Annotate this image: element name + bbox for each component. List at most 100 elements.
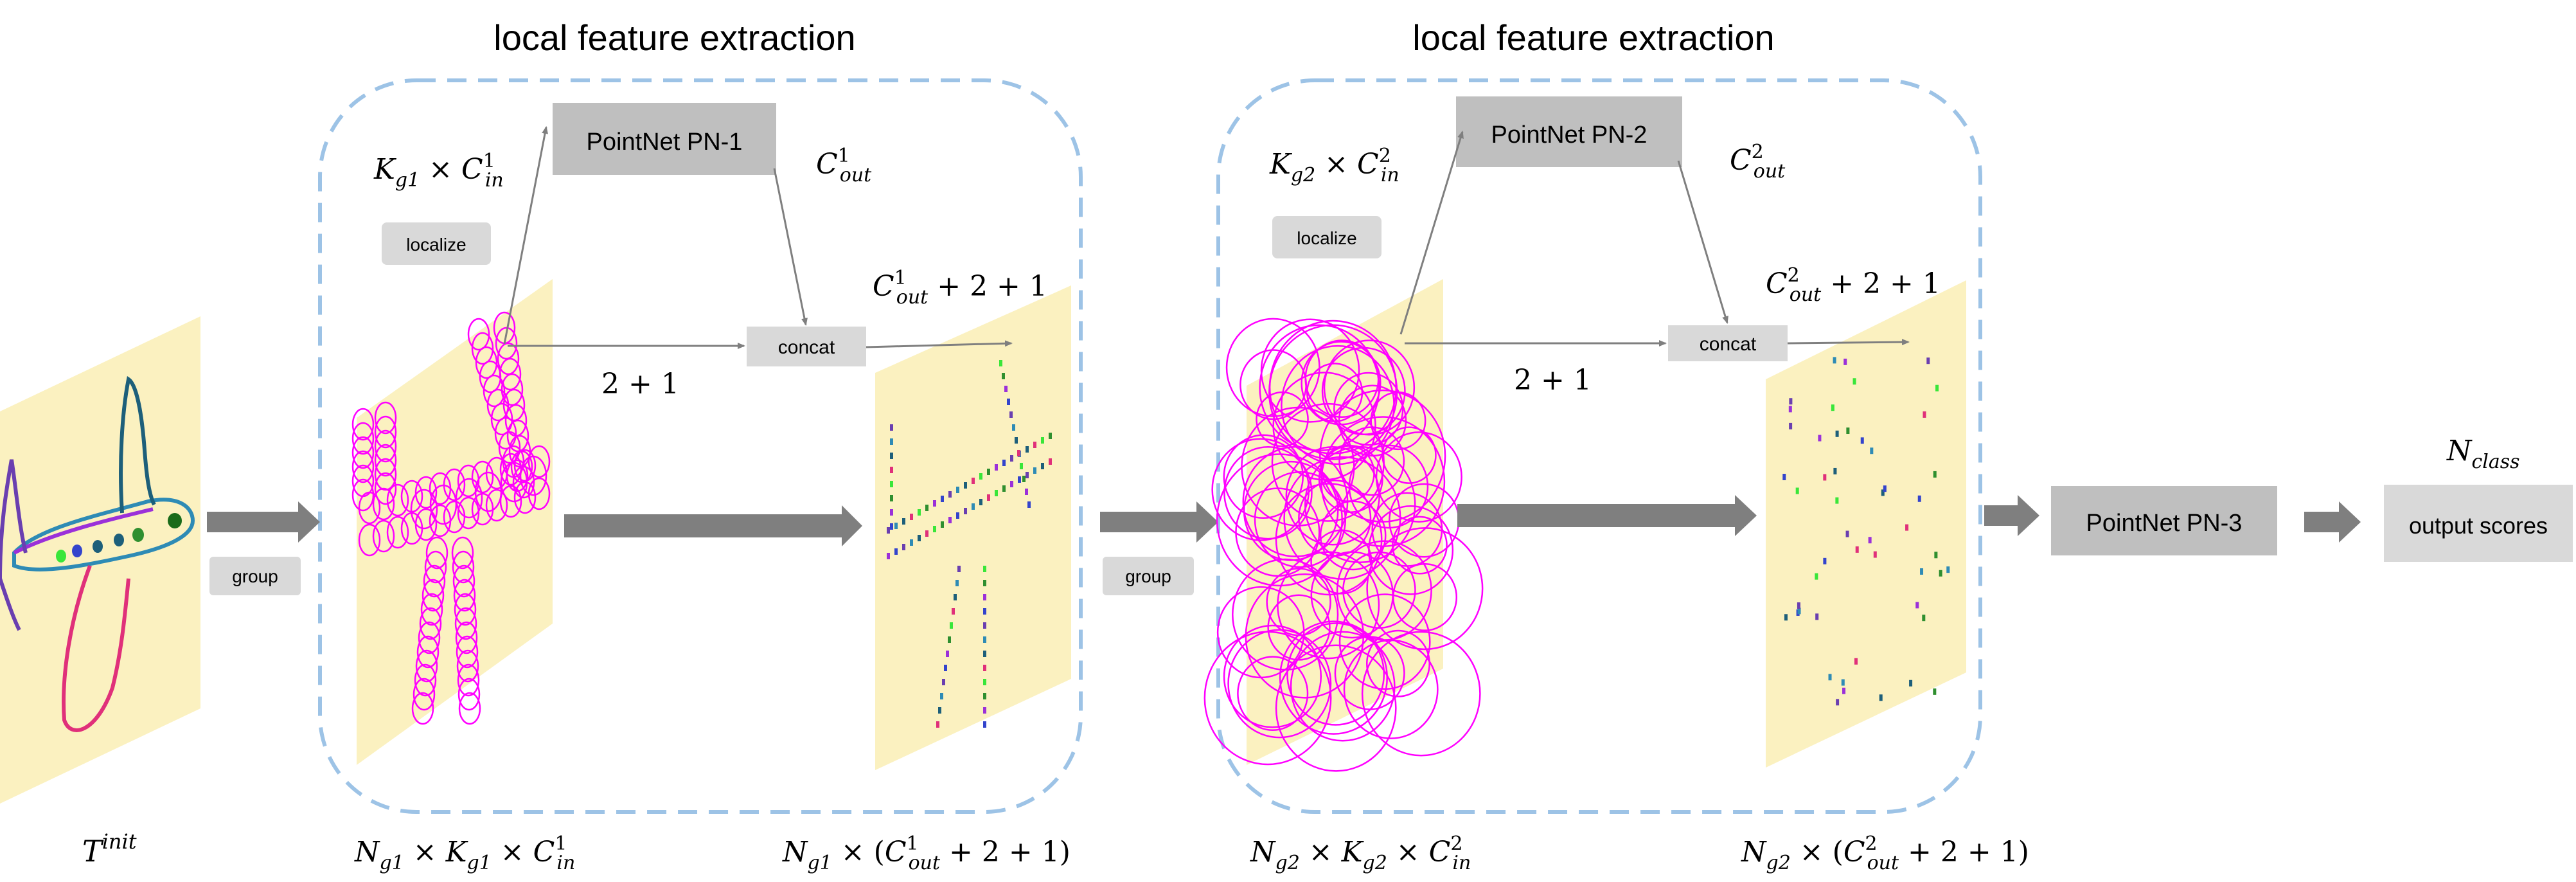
group-circle <box>386 483 409 517</box>
big-arrow-to-output <box>2304 501 2361 543</box>
feature-point <box>1831 404 1834 411</box>
module-2-dashed-border <box>1216 78 1982 814</box>
feature-point <box>942 679 945 685</box>
feature-point <box>1818 435 1822 442</box>
feature-point <box>1873 551 1877 558</box>
feature-point <box>983 580 986 586</box>
feature-point <box>1012 424 1015 431</box>
feature-point <box>1842 687 1846 694</box>
pointnet-pn1-box <box>553 103 776 175</box>
feature-point <box>1004 386 1008 392</box>
feature-point <box>964 482 967 489</box>
group-circle <box>457 678 481 711</box>
group-circle <box>497 342 520 375</box>
feature-point <box>983 594 986 600</box>
pointnet-pn3-box <box>2051 486 2277 555</box>
feature-point <box>1033 467 1036 474</box>
arrow-to-pn1 <box>503 126 549 345</box>
sketch-window <box>114 534 124 546</box>
group-circle <box>411 692 434 725</box>
group-circle <box>425 536 449 570</box>
feature-point <box>1920 568 1924 575</box>
feature-point <box>1049 458 1052 465</box>
group-1-label: group <box>232 566 278 586</box>
module-1-cout-plus: C1 out + 2 + 1 <box>873 267 1047 309</box>
feature-point <box>1846 428 1850 435</box>
feature-point <box>1933 688 1937 695</box>
group-circle <box>414 476 438 509</box>
group-circle <box>414 663 437 697</box>
group-circle <box>422 579 445 612</box>
feature-point <box>954 594 957 600</box>
feature-points-1 <box>887 360 1052 728</box>
feature-point <box>933 526 936 532</box>
feature-point <box>890 424 893 431</box>
arrow-concat-to-out-1 <box>866 340 1013 348</box>
feature-point <box>890 481 893 487</box>
feature-point <box>887 527 890 534</box>
feature-point <box>1002 373 1005 379</box>
sketch-fuselage <box>12 498 195 572</box>
feature-point <box>1022 476 1026 482</box>
localize-1-box <box>382 222 491 265</box>
output-panel-2 <box>1766 280 1966 768</box>
feature-point <box>1939 570 1942 577</box>
feature-point <box>1935 384 1939 392</box>
feature-point <box>1041 437 1044 444</box>
big-arrow-between-modules <box>1100 501 1218 543</box>
group-circle <box>474 471 502 512</box>
feature-point <box>983 651 986 657</box>
feature-point <box>1789 422 1793 429</box>
group-circle <box>386 516 409 549</box>
feature-point <box>1002 460 1006 466</box>
group-circle <box>351 436 375 469</box>
feature-point <box>1868 537 1872 544</box>
sketch-window <box>132 528 144 542</box>
group-circle <box>501 373 524 406</box>
group-circle <box>1366 527 1484 651</box>
group-circles-1 <box>351 311 551 725</box>
big-arrow-inner-1 <box>564 505 862 546</box>
sketch-fuselage-top <box>13 507 154 555</box>
localize-2-label: localize <box>1297 228 1356 248</box>
module-1-bottom-left-dims: Ng1 × Kg1 × C1 in <box>354 833 575 874</box>
group-circle <box>374 429 397 463</box>
feature-point <box>972 478 975 484</box>
feature-point <box>1922 615 1926 622</box>
group-circle <box>1279 620 1389 735</box>
feature-point <box>1015 437 1018 444</box>
arrow-pn2-to-concat <box>1677 160 1728 324</box>
sketch-window <box>93 540 103 553</box>
feature-point <box>1843 358 1847 365</box>
group-circle <box>372 487 395 521</box>
group-circle <box>410 489 438 530</box>
feature-point <box>1026 446 1029 453</box>
feature-point <box>995 490 998 496</box>
pointnet-pn3-label: PointNet PN-3 <box>2086 510 2243 537</box>
module-2-input-dims: Kg2 × C2 in <box>1269 145 1399 186</box>
group-2-box <box>1103 557 1194 595</box>
group-circle <box>1333 372 1404 446</box>
module-2-bottom-right-dims: Ng2 × (C2 out + 2 + 1) <box>1741 833 2029 874</box>
feature-point <box>983 622 986 629</box>
group-circle <box>512 465 535 499</box>
feature-point <box>999 360 1002 366</box>
group-circle <box>452 550 475 584</box>
sketch-lower-wing <box>62 564 130 732</box>
feature-point <box>1010 455 1013 462</box>
arrow-pn1-to-concat <box>773 168 808 326</box>
feature-point <box>983 608 986 615</box>
feature-point <box>948 636 951 643</box>
group-circle <box>1216 453 1343 587</box>
group-circle <box>372 519 395 553</box>
feature-point <box>940 693 943 699</box>
group-circle <box>454 607 477 640</box>
group-circle <box>374 444 397 477</box>
group-circle <box>374 458 397 491</box>
group-circle <box>485 489 508 522</box>
module-1-two-plus-one: 2 + 1 <box>601 368 679 401</box>
group-circle <box>457 663 480 697</box>
group-circle <box>1275 483 1383 596</box>
feature-point <box>1926 357 1930 364</box>
group-circle <box>508 435 531 468</box>
